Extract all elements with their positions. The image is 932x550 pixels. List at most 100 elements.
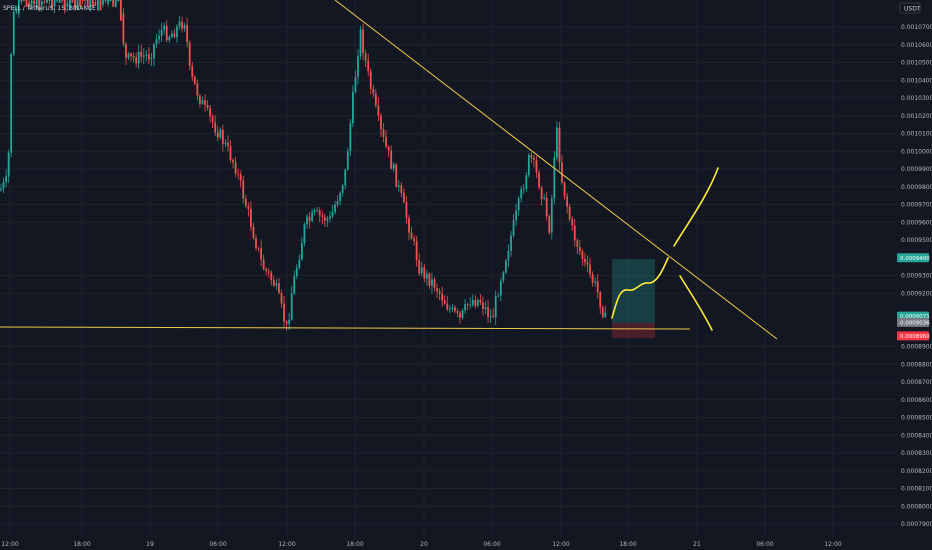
candle-body xyxy=(420,267,423,274)
candle-body xyxy=(522,188,525,190)
time-axis[interactable] xyxy=(0,537,896,550)
candle-body xyxy=(392,164,395,169)
candle-body xyxy=(604,312,607,317)
time-tick-label: 12:00 xyxy=(1,541,18,548)
candle-body xyxy=(451,307,454,310)
candle-body xyxy=(58,0,61,3)
candle-body xyxy=(2,181,5,189)
candle-body xyxy=(148,54,150,60)
chart-title: SPELL / TetherUS, 15, BINANCE xyxy=(3,5,96,12)
candle-body xyxy=(584,258,586,262)
candle-body xyxy=(79,0,81,7)
candle-body xyxy=(112,0,115,7)
support-line[interactable] xyxy=(0,326,691,330)
price-tag-label: 0.0009400 xyxy=(900,256,930,262)
candle-body xyxy=(341,185,344,193)
candle-body xyxy=(349,123,352,152)
candle-body xyxy=(359,29,362,56)
candle-body xyxy=(66,3,69,7)
candle-body xyxy=(471,300,474,305)
candle-body xyxy=(474,300,477,306)
candle-body xyxy=(237,173,240,175)
plot-area[interactable] xyxy=(0,0,896,537)
candle-body xyxy=(250,208,252,227)
price-tick-label: 0.0010500 xyxy=(901,60,932,67)
candle-body xyxy=(25,0,28,7)
price-tick-label: 0.0008500 xyxy=(901,415,932,422)
candle-body xyxy=(142,55,145,57)
candle-body xyxy=(346,151,349,170)
price-axis[interactable] xyxy=(896,0,932,550)
candle-body xyxy=(466,304,469,305)
candle-body xyxy=(130,53,132,57)
candle-body xyxy=(540,187,543,199)
candle-body xyxy=(436,288,438,292)
candle-body xyxy=(48,0,51,1)
price-tick-label: 0.0008600 xyxy=(901,397,932,404)
price-tick-label: 0.0010600 xyxy=(901,42,932,49)
candle-body xyxy=(107,0,109,4)
candle-body xyxy=(581,251,584,259)
candle-body xyxy=(505,260,507,273)
candle-body xyxy=(117,0,120,2)
candle-body xyxy=(512,220,515,236)
candle-body xyxy=(270,272,273,281)
candle-body xyxy=(446,303,449,310)
candle-body xyxy=(454,307,456,312)
candle-body xyxy=(535,159,538,173)
candle-body xyxy=(576,240,579,247)
candle-body xyxy=(155,39,158,45)
price-tag xyxy=(897,317,929,327)
candle-body xyxy=(599,292,602,308)
candle-body xyxy=(563,182,566,197)
candle-body xyxy=(543,197,546,199)
candle-body xyxy=(571,219,574,226)
candle-body xyxy=(306,216,308,225)
candle-body xyxy=(219,129,222,138)
long-stop-zone xyxy=(612,323,655,338)
price-tick-label: 0.0008900 xyxy=(901,344,932,351)
candle-body xyxy=(461,310,464,318)
candle-body xyxy=(40,1,43,6)
position-zones xyxy=(612,259,655,338)
price-axis-ticks: 0.0010700 0.0010600 0.0010500 0.0010400 0.00… xyxy=(901,24,932,528)
candle-body xyxy=(12,11,15,55)
currency-button[interactable] xyxy=(899,2,921,14)
time-tick-label: 06:00 xyxy=(756,541,773,548)
candle-body xyxy=(201,100,204,104)
candle-body xyxy=(578,246,581,252)
candle-body xyxy=(140,51,143,57)
candle-body xyxy=(301,243,303,260)
candle-body xyxy=(380,115,382,130)
time-tick-label: 19 xyxy=(146,541,154,548)
candle-body xyxy=(15,10,18,12)
descending-trendline[interactable] xyxy=(334,0,778,340)
time-tick-label: 06:00 xyxy=(209,541,226,548)
candle-body xyxy=(145,54,148,56)
candle-body xyxy=(43,1,46,3)
candle-body xyxy=(265,269,268,271)
candle-body xyxy=(344,169,347,186)
candle-body xyxy=(283,303,285,322)
candle-body xyxy=(329,216,331,219)
time-tick-label: 18:00 xyxy=(73,541,90,548)
candle-body xyxy=(482,302,484,309)
candle-body xyxy=(479,299,482,303)
price-tick-label: 0.0009900 xyxy=(901,166,932,173)
candle-body xyxy=(104,0,107,1)
candle-body xyxy=(285,321,288,324)
candle-body xyxy=(229,146,232,161)
candle-body xyxy=(165,25,168,41)
candle-body xyxy=(10,54,13,153)
candle-body xyxy=(385,136,387,147)
candle-body xyxy=(527,154,530,176)
candle-body xyxy=(170,33,173,38)
candle-body xyxy=(487,307,489,317)
candle-body xyxy=(94,2,97,5)
candle-body xyxy=(553,157,556,199)
candle-body xyxy=(97,0,99,11)
candle-body xyxy=(74,0,76,8)
candle-body xyxy=(206,104,209,108)
candle-body xyxy=(84,0,87,1)
